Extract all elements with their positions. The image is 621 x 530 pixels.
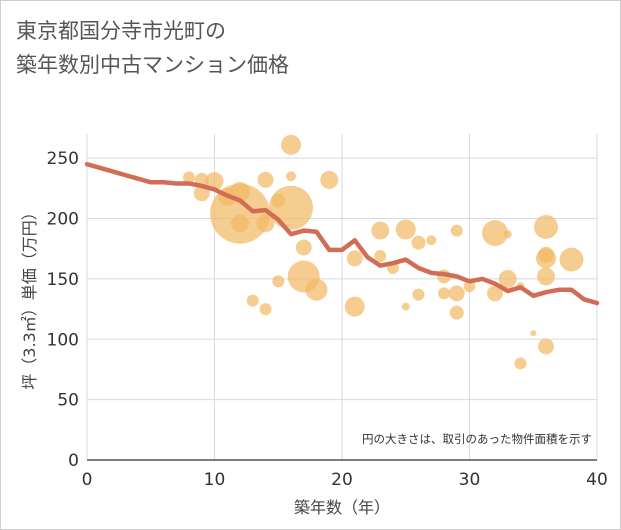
x-tick-label: 30 <box>459 470 481 490</box>
data-bubble <box>448 285 465 302</box>
data-bubble <box>272 275 285 288</box>
data-bubble <box>449 305 464 320</box>
data-bubble <box>183 171 195 184</box>
data-bubble <box>344 296 365 317</box>
x-tick-label: 20 <box>331 470 353 490</box>
data-bubble <box>412 288 425 301</box>
data-bubble <box>305 278 328 301</box>
data-bubble <box>210 183 270 244</box>
bubbles <box>183 134 584 370</box>
chart-title-line1: 東京都国分寺市光町の <box>16 19 226 43</box>
data-bubble <box>514 357 527 370</box>
y-tick-label: 100 <box>47 330 79 350</box>
data-bubble <box>538 338 554 355</box>
y-axis-label: 坪（3.3㎡）単価（万円） <box>20 204 39 389</box>
x-tick-label: 0 <box>82 470 93 490</box>
y-tick-label: 250 <box>47 149 79 169</box>
data-bubble <box>231 214 249 233</box>
y-tick-label: 50 <box>57 391 79 411</box>
data-bubble <box>530 330 537 337</box>
data-bubble <box>256 214 275 233</box>
data-bubble <box>246 294 259 307</box>
data-bubble <box>534 214 558 239</box>
trend-line <box>84 161 600 306</box>
data-bubble <box>374 249 387 262</box>
data-bubble <box>482 220 508 247</box>
data-bubble <box>426 235 437 246</box>
data-bubble <box>205 172 224 191</box>
grid <box>86 134 598 461</box>
data-bubble <box>346 250 363 267</box>
axes: 0 10 20 30 40 0 50 100 150 200 250 <box>47 149 608 490</box>
x-tick-label: 10 <box>204 470 226 490</box>
data-bubble <box>411 235 426 250</box>
data-bubble <box>438 287 450 300</box>
data-bubble <box>487 285 503 302</box>
data-bubble <box>463 280 476 293</box>
size-note: 円の大きさは、取引のあった物件面積を示す <box>362 432 592 446</box>
chart-title-line2: 築年数別中古マンション価格 <box>16 53 289 77</box>
data-bubble <box>450 224 463 237</box>
data-bubble <box>320 170 339 189</box>
data-bubble <box>503 230 512 239</box>
data-bubble <box>371 221 390 240</box>
data-bubble <box>537 267 555 286</box>
x-axis-label: 築年数（年） <box>294 498 390 517</box>
data-bubble <box>295 239 312 256</box>
data-bubble <box>281 134 301 155</box>
data-bubble <box>401 302 410 311</box>
data-bubble <box>536 248 556 269</box>
data-bubble <box>259 303 272 316</box>
x-tick-label: 40 <box>586 470 608 490</box>
data-bubble <box>559 247 584 272</box>
data-bubble <box>395 219 416 240</box>
y-tick-label: 200 <box>47 210 79 230</box>
data-bubble <box>257 171 274 188</box>
data-bubble <box>498 269 517 288</box>
chart-title: 東京都国分寺市光町の 築年数別中古マンション価格 <box>16 14 289 82</box>
data-bubble <box>269 185 313 230</box>
y-tick-label: 150 <box>47 270 79 290</box>
y-tick-label: 0 <box>68 451 79 471</box>
data-bubble <box>286 171 296 182</box>
